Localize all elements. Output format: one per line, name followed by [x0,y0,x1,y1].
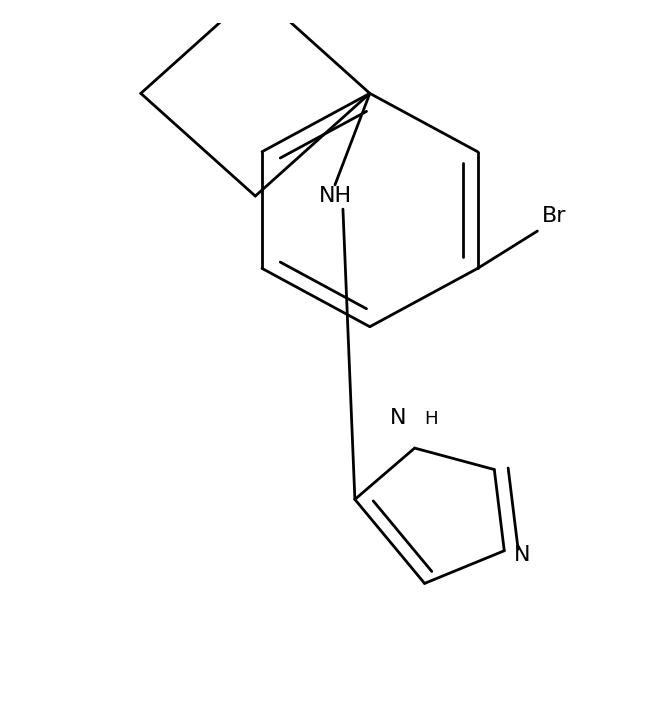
Text: N: N [514,545,531,565]
Text: H: H [424,409,438,428]
Text: NH: NH [318,186,351,206]
Text: N: N [390,408,407,428]
Text: Br: Br [542,206,567,227]
